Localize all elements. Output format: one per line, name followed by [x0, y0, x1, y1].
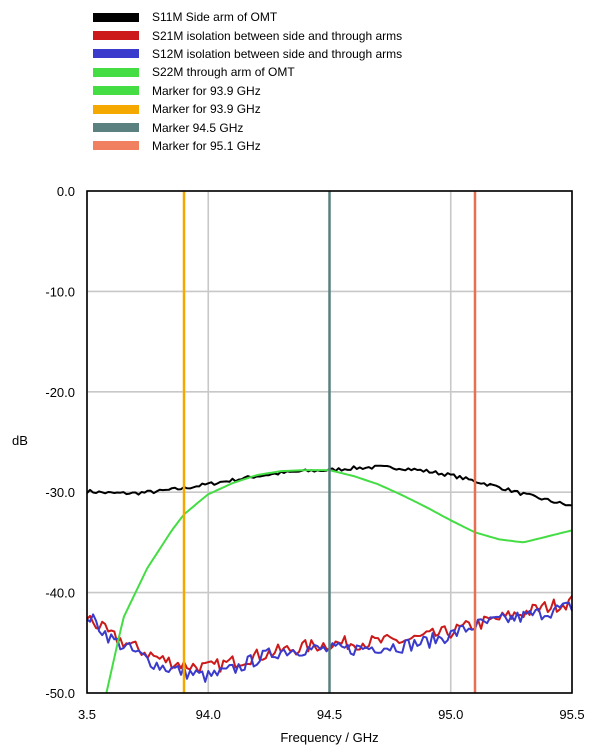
- y-tick-label: -20.0: [45, 385, 75, 400]
- legend-entry: Marker 94.5 GHz: [93, 118, 402, 136]
- legend-entry: Marker for 93.9 GHz: [93, 100, 402, 118]
- x-tick-label: 95.0: [438, 707, 463, 722]
- x-tick-label: 95.5: [559, 707, 584, 722]
- legend-swatch: [93, 67, 139, 77]
- y-tick-label: -40.0: [45, 586, 75, 601]
- y-tick-label: 0.0: [57, 184, 75, 199]
- x-tick-label: 94.5: [317, 707, 342, 722]
- legend-swatch: [93, 31, 139, 41]
- series-line: [105, 469, 573, 694]
- legend-label: Marker for 93.9 GHz: [152, 83, 261, 98]
- chart-legend: S11M Side arm of OMT S21M isolation betwe…: [93, 8, 402, 155]
- x-tick-label: 94.0: [196, 707, 221, 722]
- legend-entry: S21M isolation between side and through …: [93, 26, 402, 44]
- legend-label: Marker for 95.1 GHz: [152, 138, 261, 153]
- y-tick-label: -50.0: [45, 686, 75, 701]
- legend-entry: S22M through arm of OMT: [93, 63, 402, 81]
- legend-label: S12M isolation between side and through …: [152, 46, 403, 61]
- x-axis-label: Frequency / GHz: [280, 730, 378, 745]
- legend-label: S22M through arm of OMT: [152, 65, 295, 80]
- legend-swatch: [93, 12, 139, 22]
- legend-swatch: [93, 86, 139, 96]
- legend-entry: S11M Side arm of OMT: [93, 8, 402, 26]
- legend-entry: S12M isolation between side and through …: [93, 45, 402, 63]
- legend-entry: Marker for 95.1 GHz: [93, 137, 402, 155]
- legend-label: Marker 94.5 GHz: [152, 120, 244, 135]
- legend-swatch: [93, 49, 139, 59]
- legend-label: Marker for 93.9 GHz: [152, 102, 261, 117]
- plot-area: [86, 190, 573, 694]
- y-tick-label: -30.0: [45, 485, 75, 500]
- y-axis-label: dB: [12, 433, 28, 448]
- legend-swatch: [93, 123, 139, 133]
- legend-label: S21M isolation between side and through …: [152, 28, 403, 43]
- legend-swatch: [93, 141, 139, 151]
- legend-entry: Marker for 93.9 GHz: [93, 82, 402, 100]
- legend-label: S11M Side arm of OMT: [152, 10, 278, 25]
- legend-swatch: [93, 104, 139, 114]
- y-tick-label: -10.0: [45, 284, 75, 299]
- x-tick-label: 3.5: [78, 707, 96, 722]
